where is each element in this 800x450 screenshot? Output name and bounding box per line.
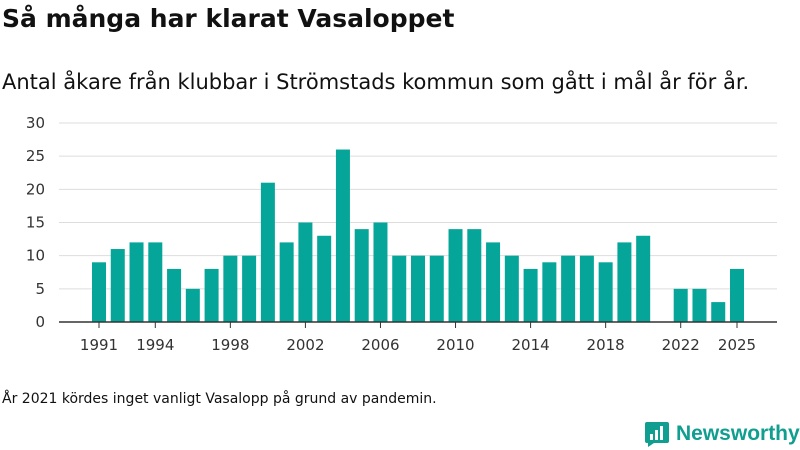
brand-name: Newsworthy <box>676 422 800 445</box>
bar <box>110 249 125 322</box>
x-tick-label: 2022 <box>662 336 700 354</box>
bar <box>730 268 744 322</box>
bar <box>167 268 182 322</box>
brand-logo[interactable]: Newsworthy <box>644 420 800 448</box>
x-tick-label: 1998 <box>211 336 249 354</box>
bar <box>242 255 257 322</box>
newsworthy-logo-icon <box>645 422 669 447</box>
x-tick-label: 2014 <box>511 336 549 354</box>
chart-footnote: År 2021 kördes inget vanligt Vasalopp på… <box>2 391 437 407</box>
bar <box>279 242 294 322</box>
bar <box>467 229 482 322</box>
bar <box>223 255 238 322</box>
x-tick-label: 2018 <box>587 336 625 354</box>
bar <box>92 262 106 322</box>
bar <box>561 255 576 322</box>
bar <box>411 255 425 322</box>
chart-subtitle: Antal åkare från klubbar i Strömstads ko… <box>2 70 750 94</box>
bar <box>392 255 407 322</box>
bar <box>429 255 444 322</box>
bar <box>636 235 651 322</box>
bar <box>317 235 332 322</box>
x-tick-label: 2010 <box>436 336 474 354</box>
chart-title: Så många har klarat Vasaloppet <box>2 4 455 33</box>
bar <box>542 262 557 322</box>
bar <box>335 149 350 322</box>
bar <box>260 182 275 322</box>
bar <box>354 229 369 322</box>
bar <box>373 222 388 322</box>
x-tick-label: 1994 <box>136 336 174 354</box>
y-tick-label: 5 <box>35 280 45 298</box>
bar <box>486 242 501 322</box>
y-tick-label: 25 <box>26 147 45 165</box>
bar <box>504 255 519 322</box>
bar <box>692 288 707 322</box>
y-tick-label: 0 <box>35 313 45 331</box>
x-tick-label: 2002 <box>286 336 324 354</box>
bar <box>448 229 463 322</box>
bar <box>673 288 688 322</box>
x-tick-label: 2025 <box>718 336 756 354</box>
bar <box>617 242 632 322</box>
y-tick-label: 30 <box>26 114 45 132</box>
y-tick-label: 10 <box>26 247 45 265</box>
bar <box>298 222 313 322</box>
bar <box>523 268 538 322</box>
y-tick-label: 15 <box>26 214 45 232</box>
bar <box>204 268 219 322</box>
bar <box>185 288 200 322</box>
x-tick-label: 1991 <box>80 336 118 354</box>
bar <box>129 242 144 322</box>
y-tick-label: 20 <box>26 180 45 198</box>
bar <box>598 262 613 322</box>
bar <box>148 242 163 322</box>
bar <box>711 302 726 322</box>
bar <box>579 255 594 322</box>
x-tick-label: 2006 <box>361 336 399 354</box>
